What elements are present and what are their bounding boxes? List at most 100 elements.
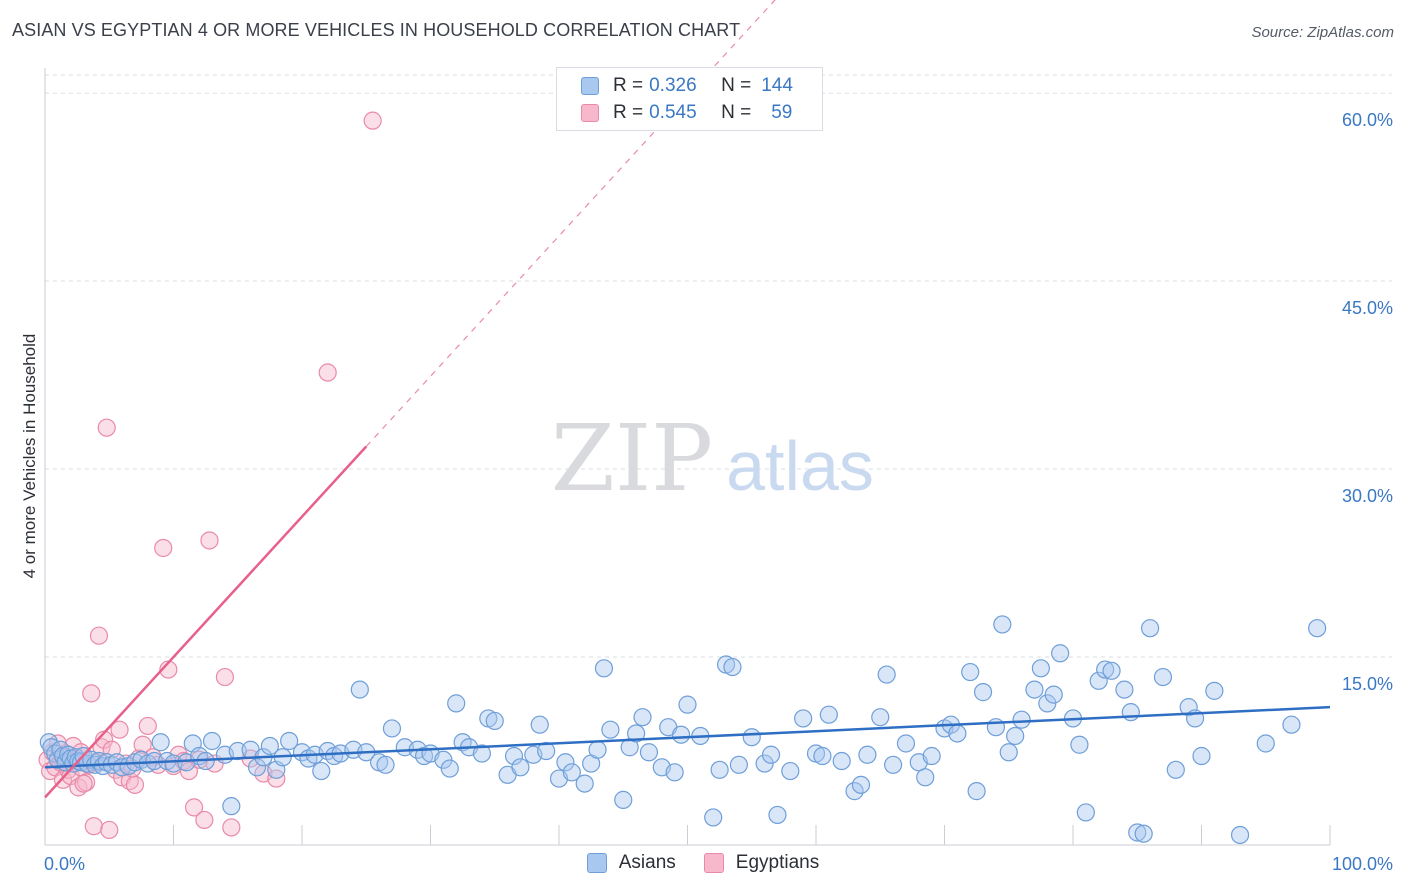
asian-point [961,662,980,682]
asian-point [202,731,222,751]
egyptian-point [200,531,219,550]
asian-point [1140,619,1160,638]
trend-lines [44,0,1331,799]
asian-point [1051,644,1070,663]
y-tick-label: 30.0% [1342,486,1393,506]
egyptian-point [154,538,173,558]
asian-point [813,746,832,766]
asian-point [614,790,633,809]
legend-n-label: N = [721,75,752,96]
asian-point [1153,667,1173,687]
egyptian-point [195,810,214,830]
asian-point [896,734,916,753]
asian-point [1012,710,1031,729]
egyptian-point [222,818,241,837]
egyptians-swatch [703,853,724,873]
asian-point [1096,660,1115,679]
asian-point [1102,661,1121,680]
asian-point [794,709,813,728]
asian-point [1031,659,1050,678]
asian-point [973,683,993,702]
legend-r-label: R = [613,75,644,96]
asian-point [382,719,402,738]
legend-label-asians: Asians [618,852,676,873]
egyptian-point [110,720,129,739]
asian-point [781,761,800,781]
asian-point [1166,760,1185,779]
asian-point [504,746,524,766]
asian-point [556,753,575,772]
y-tick-label: 15.0% [1342,674,1393,694]
egyptian-point [133,735,152,754]
asian-point [260,736,279,756]
asian-point [530,715,549,734]
x-tick-label: 100.0% [1332,854,1393,874]
legend-r-value: 0.326 [649,75,697,96]
asian-point [1025,680,1044,699]
asian-point [729,755,749,774]
asian-point [376,755,395,774]
asian-point [761,745,781,764]
asian-point [1205,681,1224,700]
asian-point [1308,619,1327,638]
asian-point [723,657,742,677]
asian-point [588,740,607,759]
asian-point [151,733,170,752]
asian-point [472,744,491,763]
asian-point [883,755,903,774]
asian-point [832,751,851,771]
asian-point [678,695,697,714]
asian-point [280,731,299,751]
egyptian-point [215,667,234,687]
asian-point [594,659,614,678]
egyptians-trend-line [44,445,368,799]
asian-point [562,763,581,782]
watermark-atlas: atlas [726,427,874,505]
asian-point [601,720,620,739]
egyptian-point [125,775,145,794]
egyptian-point [89,626,109,645]
asian-point [1192,746,1211,766]
asian-point [871,708,890,727]
egyptian-point [363,111,382,130]
asian-point [967,782,986,801]
gridlines [45,74,1392,658]
asian-point [858,745,877,764]
egyptian-point [100,820,119,840]
asian-point [916,768,935,787]
egyptian-point [82,684,101,703]
asian-point [704,808,723,827]
asians-swatch [581,77,599,95]
asian-point [350,680,369,699]
source-label: Source: ZipAtlas.com [1251,24,1394,41]
legend-n-label: N = [721,102,752,123]
egyptian-point [138,716,157,736]
tick-labels: 15.0% 30.0% 45.0% 60.0% 0.0% 100.0% [44,110,1393,874]
asian-point [1282,715,1301,734]
asian-point [1134,824,1153,843]
asians-swatch [586,853,607,873]
asian-point [710,760,729,779]
egyptians-trend-extension [365,0,776,447]
asians-trend-line [44,705,1331,769]
egyptians-swatch [581,104,599,122]
asian-point [511,758,530,777]
asian-point [1230,825,1250,845]
legend-n-value: 144 [761,75,793,96]
asian-point [312,761,331,781]
chart-title: ASIAN VS EGYPTIAN 4 OR MORE VEHICLES IN … [12,20,741,40]
y-tick-label: 60.0% [1342,110,1393,130]
axes [44,68,1331,846]
asian-point [537,741,556,761]
asian-point [1179,698,1198,717]
asian-point [742,728,761,747]
legend-n-value: 59 [771,102,793,123]
asian-point [877,665,896,684]
legend-r-label: R = [613,102,644,123]
asian-point [164,754,183,773]
asian-point [1076,803,1095,822]
egyptian-point [184,798,204,817]
asian-point [819,705,838,724]
asian-point [1006,726,1025,746]
